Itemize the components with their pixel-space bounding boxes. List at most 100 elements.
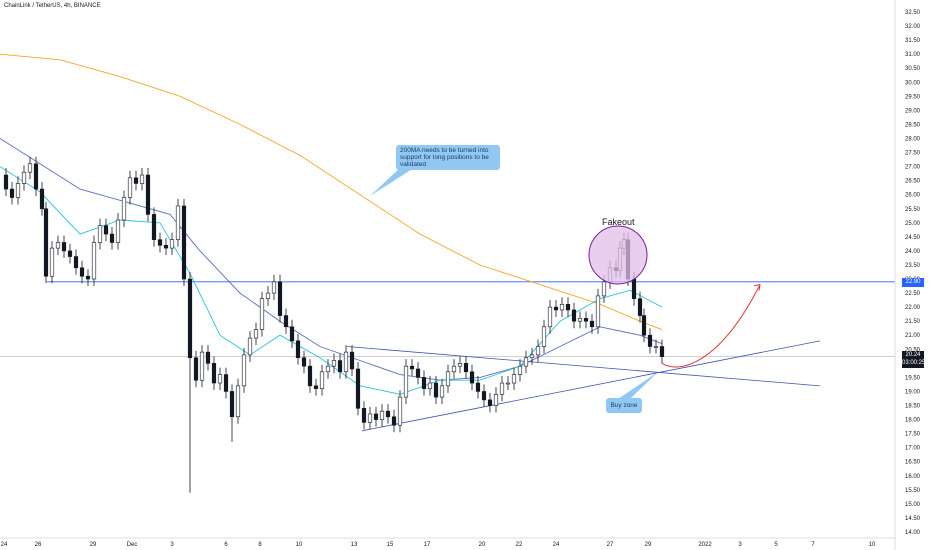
x-tick-label: 6 [224,542,228,548]
candle-body [361,408,367,423]
candle-body [313,385,319,389]
y-tick-label: 17.00 [905,446,921,452]
y-tick-label: 18.00 [905,418,921,424]
candle-body [337,360,343,373]
candle-body [571,309,577,322]
candle-body [289,326,295,342]
candle-body [139,174,145,184]
candle-body [229,391,235,418]
candle-body [415,368,421,378]
candle-body [529,354,535,359]
candle-body [73,256,79,269]
candle-body [601,281,607,297]
candle-body [15,183,21,198]
x-tick-label: 10 [869,542,876,548]
y-tick-label: 16.00 [905,474,921,480]
y-tick-label: 30.50 [905,66,921,72]
candle-body [589,320,595,328]
candle-body [641,315,647,336]
candle-body [241,354,247,387]
candle-body [511,374,517,384]
candle-body [319,371,325,389]
symbol-title: ChainLink / TetherUS, 4h, BINANCE [4,3,101,9]
x-tick-label: 10 [296,542,303,548]
y-tick-label: 14.00 [905,530,921,536]
y-tick-label: 17.50 [905,432,921,438]
projection-arrowhead [753,284,761,291]
candle-body [475,382,481,392]
y-tick-label: 32.00 [905,24,921,30]
candle-body [61,242,67,252]
candle-body [523,357,529,367]
y-tick-label: 27.00 [905,165,921,171]
last-price-value: 20.24 [905,352,921,358]
candle-body [235,385,241,418]
level-price-tag: 22.90 [902,278,924,287]
candle-body [391,416,397,426]
candle-body [283,315,289,328]
candle-body [27,163,33,173]
candle-body [583,318,589,322]
y-tick-label: 29.00 [905,108,921,114]
candle-body [331,360,337,367]
candle-body [187,278,193,359]
candle-body [43,208,49,277]
candle-body [181,205,187,280]
candle-body [55,242,61,249]
candle-body [541,326,547,347]
candle-body [39,188,45,210]
x-tick-label: 5 [774,542,778,548]
y-tick-label: 30.00 [905,80,921,86]
x-tick-label: 20 [479,542,486,548]
x-tick-label: 15 [387,542,394,548]
y-tick-label: 19.00 [905,389,921,395]
candle-body [151,214,157,240]
candle-body [349,351,355,370]
candle-body [175,205,181,240]
candle-body [577,318,583,322]
candle-body [403,365,409,398]
x-tick-label: 22 [516,542,523,548]
candle-body [451,365,457,373]
candle-body [343,351,349,373]
candle-body [217,374,223,384]
callout-pointer [370,168,414,196]
candle-body [265,292,271,300]
candle-body [499,382,505,395]
y-tick-label: 20.50 [905,347,921,353]
candle-body [355,368,361,409]
x-tick-label: 29 [90,542,97,548]
x-tick-label: 26 [35,542,42,548]
candle-body [445,371,451,387]
candle-body [301,357,307,367]
candle-body [367,413,373,423]
y-tick-label: 32.50 [905,10,921,16]
y-tick-label: 27.50 [905,151,921,157]
ma200-callout: 200MA needs to be turned into support fo… [396,145,500,170]
x-tick-label: 27 [607,542,614,548]
fakeout-label: Fakeout [602,217,635,227]
candle-body [115,219,121,243]
candle-body [535,346,541,356]
candle-body [21,171,27,184]
candle-body [133,177,139,184]
candle-body [91,242,97,280]
candle-body [67,250,73,257]
y-tick-label: 21.50 [905,319,921,325]
candle-body [487,399,493,406]
candle-body [97,225,103,243]
y-tick-label: 19.50 [905,375,921,381]
candle-body [253,329,259,339]
candle-body [295,340,301,359]
countdown-value: 03:00:25 [902,360,926,366]
candle-body [379,410,385,420]
candle-body [631,278,637,300]
x-tick-label: 8 [258,542,262,548]
x-tick-label: 24 [1,542,8,548]
last-price-tag: 20.24 03:00:25 [902,351,926,368]
candle-body [157,239,163,246]
candle-body [259,298,265,330]
candle-body [433,382,439,398]
candle-body [595,295,601,328]
